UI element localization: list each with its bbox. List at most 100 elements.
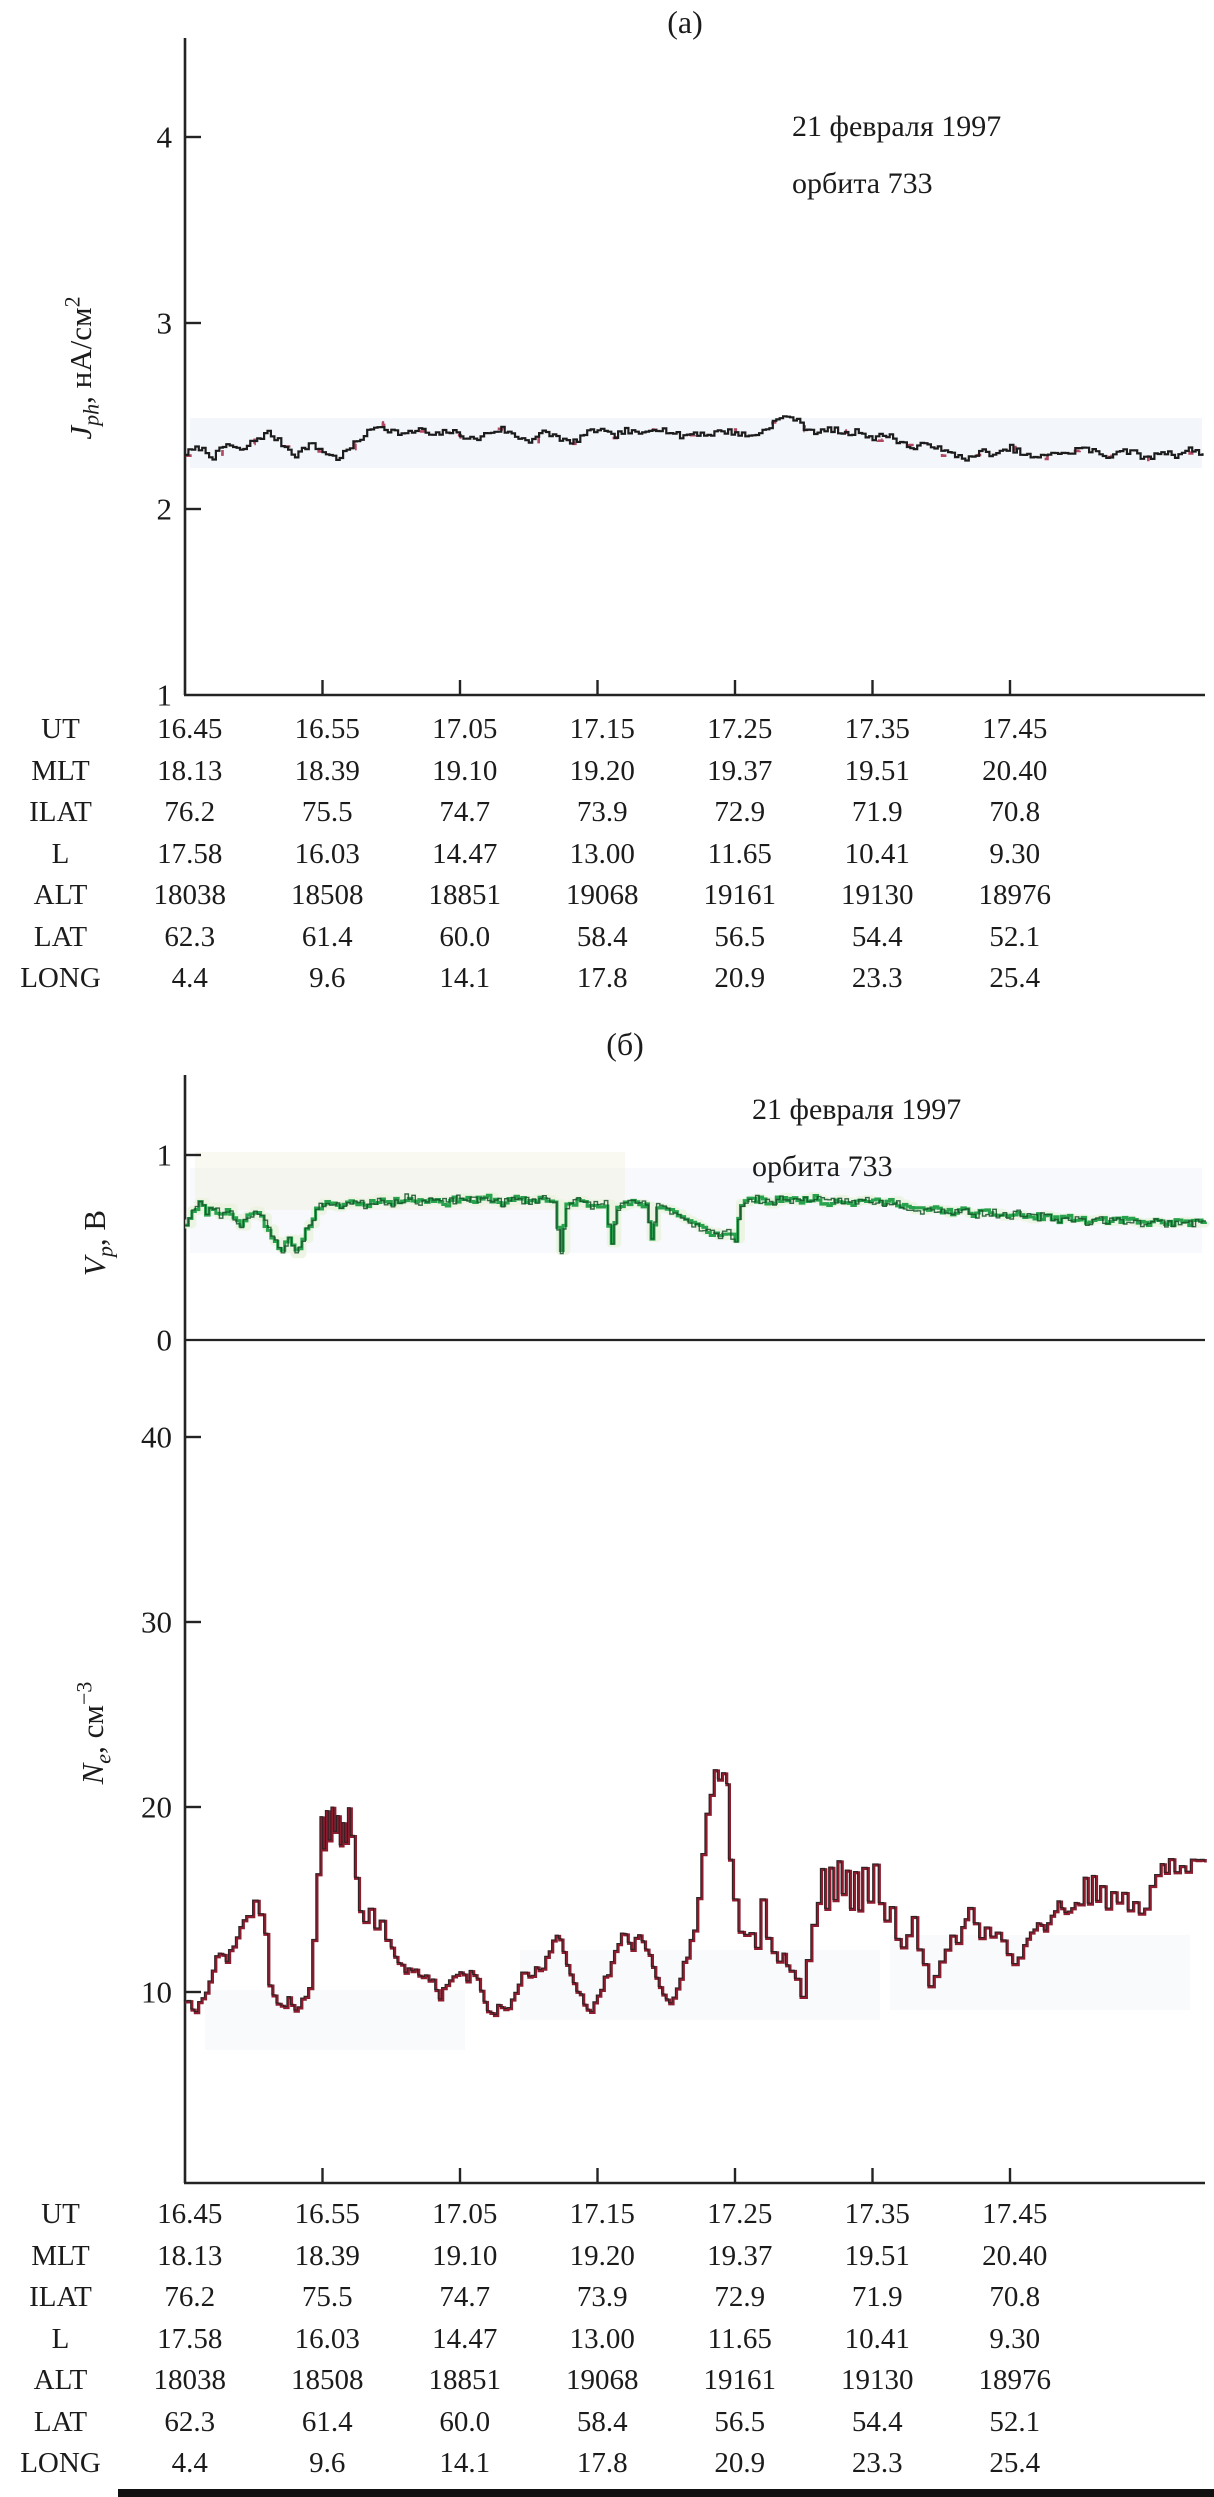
ephemeris-row-label-ALT: ALT [33,2364,88,2396]
ne-units-exponent: −3 [71,1681,97,1706]
ephemeris-row-label-ILAT: ILAT [29,796,92,828]
ephemeris-row-label-UT: UT [41,713,80,745]
ephemeris-MLT-value-5: 19.51 [844,754,910,787]
ephemeris-MLT-value-1: 18.39 [294,754,360,787]
ne-edge-path [183,1769,1205,2015]
ephemeris-LAT-value-2: 60.0 [439,920,491,953]
ephemeris-MLT-value-3: 19.20 [569,754,635,787]
ephemeris-ALT-value-4: 19161 [703,879,777,911]
ephemeris-L-value-5: 10.41 [844,837,910,870]
ne-trace [183,1769,1207,2018]
ephemeris-ILAT-value-0: 76.2 [164,2281,216,2313]
y-tick-label: 4 [157,120,173,155]
ephemeris-MLT-value-0: 18.13 [157,754,223,787]
ephemeris-ALT-value-4: 19161 [703,2364,777,2396]
ephemeris-UT-value-6: 17.45 [982,2198,1048,2230]
ephemeris-ILAT-value-2: 74.7 [439,796,491,828]
ephemeris-ILAT-value-5: 71.9 [851,796,903,828]
y-tick-label: 1 [157,1138,173,1173]
ephemeris-ALT-value-5: 19130 [841,2364,914,2396]
ephemeris-L-value-2: 14.47 [432,837,498,870]
ephemeris-LAT-value-6: 52.1 [989,2405,1041,2438]
ephemeris-MLT-value-4: 19.37 [707,2239,773,2272]
ephemeris-row-label-LONG: LONG [20,962,101,994]
axis-ticks [185,135,1012,2183]
ephemeris-LAT-value-5: 54.4 [851,2405,903,2438]
ephemeris-ALT-value-6: 18976 [978,2364,1052,2396]
ephemeris-LAT-value-0: 62.3 [164,2405,216,2438]
vp-y-axis-label: Vp, В [74,1210,119,1276]
ephemeris-ILAT-value-6: 70.8 [989,796,1041,828]
ephemeris-UT-value-6: 17.45 [982,713,1048,745]
ephemeris-row-label-LONG: LONG [20,2447,101,2479]
ephemeris-ALT-value-2: 18851 [428,2364,502,2396]
ephemeris-table-a: UT 16.45 16.55 17.05 17.15 17.25 17.35 17.45 MLT… [0,709,1214,1000]
ephemeris-UT-value-4: 17.25 [707,2198,773,2230]
ephemeris-UT-value-5: 17.35 [844,713,910,745]
ephemeris-MLT-value-2: 19.10 [432,2239,498,2272]
ne-y-axis-label: Ne, см−3 [72,1682,117,1785]
ephemeris-LONG-value-1: 9.6 [309,962,346,994]
ephemeris-row-label-LAT: LAT [33,920,88,953]
y-tick-label: 1 [157,678,173,713]
ephemeris-row-label-MLT: MLT [31,2239,90,2272]
scan-tint-band [190,418,1202,468]
ephemeris-ILAT-value-0: 76.2 [164,796,216,828]
ephemeris-LAT-value-4: 56.5 [714,920,766,953]
jph-subscript: ph [78,403,104,426]
ephemeris-LONG-value-3: 17.8 [576,962,628,994]
scan-tint-band [190,1168,1202,1253]
y-tick-label: 3 [157,306,173,341]
ephemeris-MLT-value-3: 19.20 [569,2239,635,2272]
ephemeris-MLT-value-6: 20.40 [982,2239,1048,2272]
ephemeris-LAT-value-4: 56.5 [714,2405,766,2438]
ephemeris-L-value-0: 17.58 [157,837,223,870]
ephemeris-ILAT-value-3: 73.9 [576,2281,628,2313]
scan-artifact-bar [118,2489,1214,2497]
ne-main-path [185,1769,1207,2018]
ephemeris-LAT-value-3: 58.4 [576,920,628,953]
ephemeris-LAT-value-1: 61.4 [301,920,353,953]
panel-b-annotation-orbit: орбита 733 [752,1150,893,1183]
vp-subscript: p [92,1246,118,1258]
scan-tint-band [520,1950,880,2020]
ephemeris-LONG-value-5: 23.3 [851,962,903,994]
ephemeris-LAT-value-2: 60.0 [439,2405,491,2438]
ephemeris-ALT-value-1: 18508 [291,879,364,911]
ephemeris-L-value-3: 13.00 [569,837,635,870]
ephemeris-LONG-value-2: 14.1 [439,962,491,994]
vp-core-path [185,1193,1206,1255]
ephemeris-MLT-value-4: 19.37 [707,754,773,787]
ephemeris-LONG-value-0: 4.4 [171,2447,208,2479]
ephemeris-LONG-value-2: 14.1 [439,2447,491,2479]
ephemeris-row-label-ALT: ALT [33,879,88,911]
ephemeris-L-value-0: 17.58 [157,2322,223,2355]
ne-symbol: N [75,1763,111,1785]
ephemeris-ILAT-value-2: 74.7 [439,2281,491,2313]
ephemeris-L-value-4: 11.65 [707,2322,772,2355]
ephemeris-L-value-6: 9.30 [989,2322,1041,2355]
y-tick-label: 10 [141,1975,172,2010]
ne-units: , см [75,1705,111,1754]
ephemeris-L-value-5: 10.41 [844,2322,910,2355]
ephemeris-UT-value-2: 17.05 [432,2198,498,2230]
ephemeris-UT-value-5: 17.35 [844,2198,910,2230]
ephemeris-row-label-MLT: MLT [31,754,90,787]
panel-b-title: (б) [606,1026,644,1062]
panel-a-annotation: 21 февраля 1997 орбита 733 [792,98,1001,212]
panel-a-annotation-date: 21 февраля 1997 [792,110,1002,143]
y-tick-label: 30 [141,1605,172,1640]
ephemeris-L-value-1: 16.03 [294,2322,360,2355]
panel-b-annotation-date: 21 февраля 1997 [752,1093,962,1126]
ephemeris-MLT-value-6: 20.40 [982,754,1048,787]
jph-units-exponent: 2 [59,296,85,308]
ephemeris-L-value-6: 9.30 [989,837,1041,870]
ephemeris-LAT-value-3: 58.4 [576,2405,628,2438]
ephemeris-UT-value-2: 17.05 [432,713,498,745]
ephemeris-MLT-value-5: 19.51 [844,2239,910,2272]
scan-tint-band [205,1990,465,2050]
ephemeris-UT-value-1: 16.55 [294,713,360,745]
jph-main-path [185,415,1204,462]
y-tick-label: 2 [157,492,173,527]
